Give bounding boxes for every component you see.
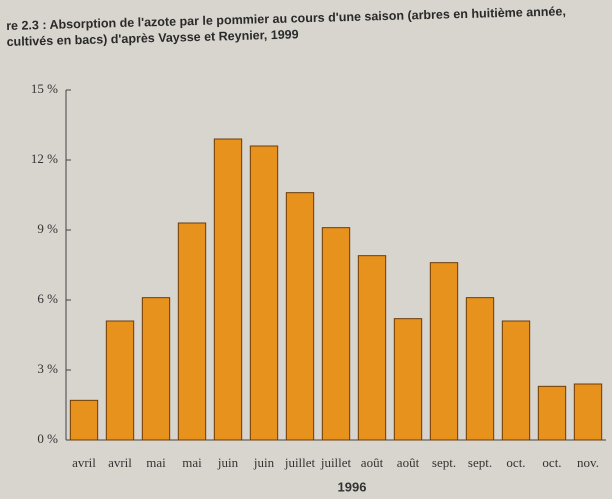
bar (106, 321, 133, 440)
x-tick-label: nov. (577, 455, 599, 470)
x-tick-label: juin (217, 455, 239, 470)
bar (178, 223, 205, 440)
y-tick-label: 0 % (37, 431, 58, 446)
bar (70, 400, 97, 440)
bar (574, 384, 601, 440)
bar (214, 139, 241, 440)
bar (250, 146, 277, 440)
bar (430, 263, 457, 440)
x-tick-label: août (397, 455, 420, 470)
x-tick-label: juin (253, 455, 275, 470)
x-tick-label: oct. (542, 455, 561, 470)
bar (322, 228, 349, 440)
y-tick-label: 3 % (37, 361, 58, 376)
y-tick-label: 6 % (37, 291, 58, 306)
x-tick-label: avril (108, 455, 132, 470)
bar (502, 321, 529, 440)
x-axis-label: 1996 (338, 479, 367, 494)
x-tick-label: août (361, 455, 384, 470)
chart: 1996 0 % 3 % 6 % 9 % 12 % 15 % avril avril mai ma… (0, 0, 612, 499)
page: re 2.3 : Absorption de l'azote par le po… (0, 0, 612, 499)
bar (394, 319, 421, 440)
x-tick-label: juillet (284, 455, 316, 470)
x-tick-label: sept. (432, 455, 456, 470)
x-tick-label: mai (182, 455, 202, 470)
bar (142, 298, 169, 440)
x-tick-label: juillet (320, 455, 352, 470)
y-tick-label: 12 % (31, 151, 58, 166)
y-tick-label: 15 % (31, 81, 58, 96)
x-tick-label: avril (72, 455, 96, 470)
x-tick-label: oct. (506, 455, 525, 470)
x-tick-label: mai (146, 455, 166, 470)
y-tick-label: 9 % (37, 221, 58, 236)
x-tick-label: sept. (468, 455, 492, 470)
bar (358, 256, 385, 440)
bar (466, 298, 493, 440)
bar (538, 386, 565, 440)
bar (286, 193, 313, 440)
